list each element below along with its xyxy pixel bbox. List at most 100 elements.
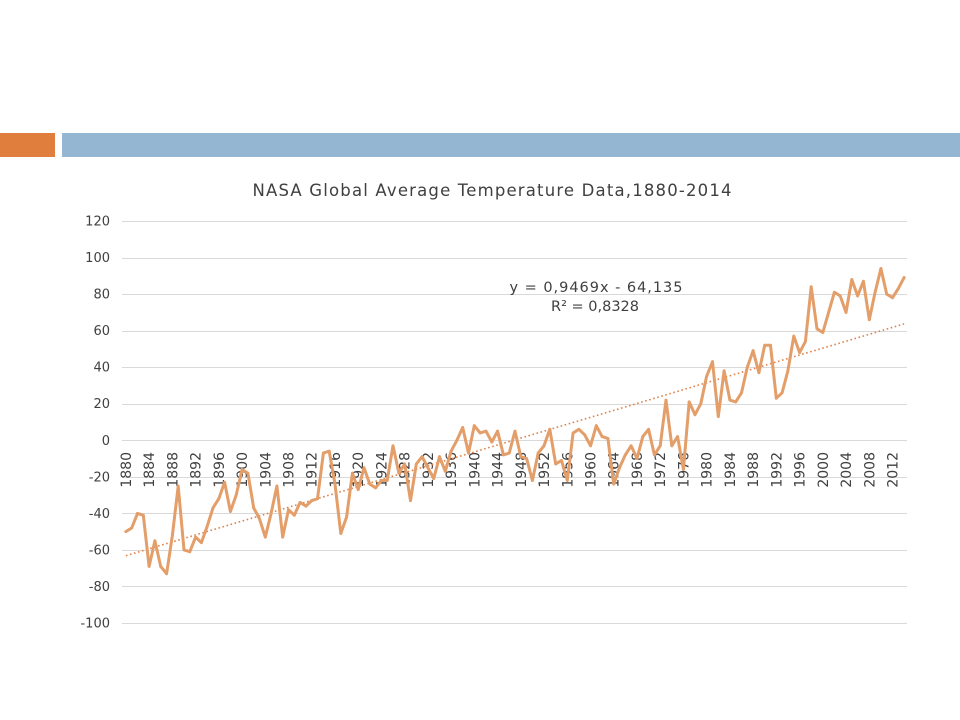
x-tick-label-1880: 1880 <box>119 452 135 488</box>
data-point-1912 <box>310 499 314 502</box>
data-point-1981 <box>711 360 714 364</box>
data-point-1998 <box>809 285 813 289</box>
x-tick-label-1968: 1968 <box>630 452 646 488</box>
y-tick-label: 80 <box>93 288 110 303</box>
data-point-1948 <box>519 455 523 459</box>
y-tick-label: -40 <box>89 507 110 522</box>
data-point-1928 <box>403 462 407 466</box>
data-point-1893 <box>200 541 203 544</box>
data-point-2001 <box>827 311 830 314</box>
data-point-1955 <box>560 459 563 462</box>
y-tick-label: 120 <box>85 215 110 230</box>
data-point-1935 <box>443 469 447 473</box>
data-point-1933 <box>432 477 436 480</box>
data-point-1995 <box>792 334 796 338</box>
data-point-1950 <box>531 479 534 482</box>
data-point-1942 <box>484 429 488 433</box>
data-point-1949 <box>525 457 528 460</box>
data-point-2004 <box>844 311 848 314</box>
data-point-1909 <box>292 513 296 517</box>
data-point-1969 <box>641 435 645 438</box>
data-point-1938 <box>461 426 465 429</box>
data-point-1977 <box>687 400 691 404</box>
data-point-1905 <box>269 512 273 515</box>
data-point-1888 <box>171 533 174 537</box>
data-point-1987 <box>745 365 749 369</box>
data-point-1939 <box>467 451 470 455</box>
data-point-1953 <box>548 427 552 431</box>
data-point-1913 <box>316 497 319 501</box>
data-point-2002 <box>833 290 836 294</box>
x-tick-label-1940: 1940 <box>467 452 483 488</box>
header-accent-block <box>0 133 55 157</box>
data-point-1972 <box>658 444 662 448</box>
data-point-1999 <box>815 327 819 331</box>
data-point-1956 <box>565 479 569 482</box>
data-point-1924 <box>380 479 383 482</box>
data-point-2000 <box>821 331 825 334</box>
data-point-2009 <box>873 290 877 294</box>
data-point-1901 <box>246 471 250 475</box>
data-point-1989 <box>757 371 761 375</box>
data-point-1910 <box>298 501 302 504</box>
data-point-2013 <box>896 287 900 290</box>
data-point-1979 <box>699 402 703 406</box>
data-point-1898 <box>229 510 232 513</box>
y-tick-label: -60 <box>89 543 110 558</box>
data-point-1934 <box>438 455 441 459</box>
data-point-1947 <box>513 429 517 433</box>
x-tick-label-2012: 2012 <box>886 452 902 488</box>
data-point-1885 <box>153 539 157 543</box>
data-point-1973 <box>664 398 668 402</box>
data-point-1937 <box>455 438 459 442</box>
data-point-1968 <box>635 457 639 460</box>
x-tick-label-1944: 1944 <box>491 452 507 488</box>
data-point-2008 <box>867 318 871 322</box>
data-point-1940 <box>472 424 476 428</box>
data-point-1990 <box>763 343 767 347</box>
data-point-1984 <box>728 398 732 402</box>
data-point-2010 <box>879 267 883 270</box>
data-point-1991 <box>769 343 772 347</box>
data-point-2003 <box>838 294 842 298</box>
y-tick-label: 0 <box>102 434 110 449</box>
data-point-1970 <box>647 427 650 431</box>
data-point-1976 <box>682 468 685 471</box>
x-tick-label-2000: 2000 <box>816 452 832 488</box>
data-point-1993 <box>780 391 784 395</box>
data-point-1958 <box>577 427 581 431</box>
data-point-1886 <box>159 565 163 568</box>
x-tick-label-1884: 1884 <box>142 452 158 488</box>
data-point-1926 <box>391 444 395 448</box>
x-tick-label-1888: 1888 <box>165 452 181 488</box>
data-point-1952 <box>542 444 546 448</box>
x-tick-label-1952: 1952 <box>537 452 553 488</box>
data-point-1936 <box>449 449 453 453</box>
data-point-1895 <box>211 506 215 510</box>
data-point-1946 <box>507 451 511 455</box>
data-point-1944 <box>496 429 499 433</box>
data-point-1959 <box>583 433 587 437</box>
data-point-1974 <box>670 444 674 448</box>
data-point-1963 <box>606 437 610 440</box>
data-point-2005 <box>850 278 854 281</box>
data-point-1904 <box>263 535 267 539</box>
data-point-1931 <box>420 455 424 459</box>
data-point-1911 <box>304 504 308 508</box>
data-point-1927 <box>397 471 401 475</box>
y-tick-label: 40 <box>93 361 110 376</box>
data-point-1967 <box>629 444 633 448</box>
y-axis-tick-labels: 120 100 80 60 40 20 0 -20 -40 -60 -80 -100 <box>80 215 110 632</box>
data-point-1916 <box>333 482 337 486</box>
data-point-2012 <box>891 296 894 300</box>
data-point-1985 <box>734 400 738 404</box>
data-point-1961 <box>594 424 598 428</box>
data-point-1914 <box>322 451 325 455</box>
data-point-2014 <box>902 276 906 279</box>
data-point-1943 <box>490 440 494 444</box>
x-tick-label-2008: 2008 <box>862 452 878 488</box>
data-point-1903 <box>258 517 261 521</box>
series-line <box>124 267 906 576</box>
x-tick-label-1980: 1980 <box>700 452 716 488</box>
x-tick-label-1904: 1904 <box>258 452 274 488</box>
